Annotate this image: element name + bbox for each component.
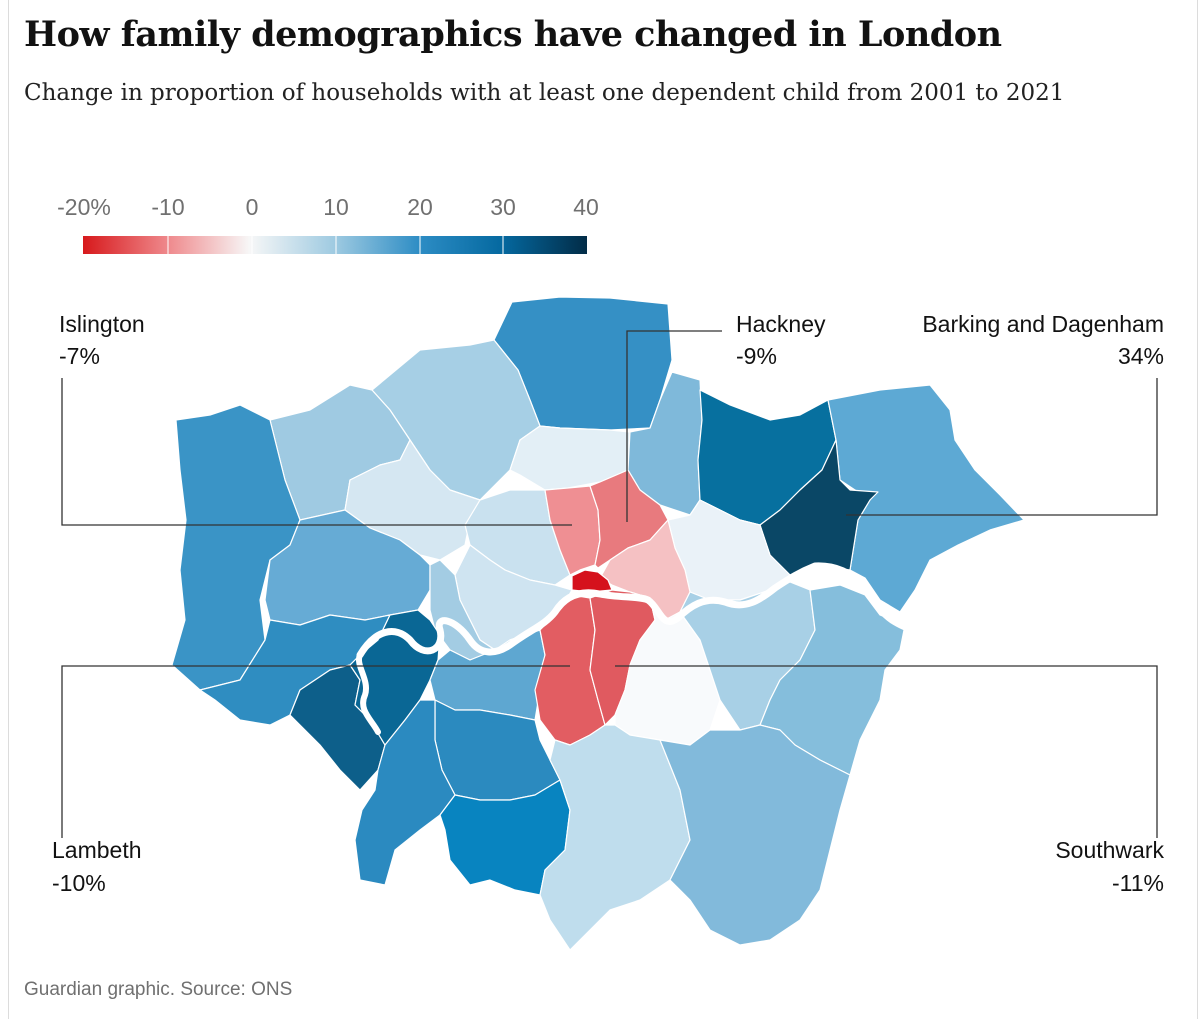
borough-hillingdon bbox=[171, 404, 301, 691]
frame-left-rule bbox=[8, 0, 9, 1019]
legend-gradient bbox=[83, 236, 587, 254]
callout-value-hackney: -9% bbox=[736, 343, 777, 369]
legend-tick-label: -20% bbox=[57, 194, 111, 220]
legend-tick-label: 40 bbox=[573, 194, 599, 220]
callout-value-islington: -7% bbox=[59, 343, 100, 369]
callout-line-hackney bbox=[626, 330, 722, 522]
borough-croydon bbox=[539, 724, 691, 951]
callout-name-southwark: Southwark bbox=[1055, 837, 1164, 863]
callout-value-lambeth: -10% bbox=[52, 870, 106, 896]
callout-name-hackney: Hackney bbox=[736, 311, 826, 337]
frame-right-rule bbox=[1197, 0, 1198, 1019]
legend-tick-label: 10 bbox=[323, 194, 349, 220]
callout-name-islington: Islington bbox=[59, 311, 145, 337]
river-thames-west bbox=[355, 652, 381, 735]
borough-kingston bbox=[354, 699, 456, 886]
callout-value-southwark: -11% bbox=[1112, 870, 1164, 896]
borough-city-of-london bbox=[571, 569, 613, 593]
callout-line-islington bbox=[61, 378, 572, 526]
london-boroughs bbox=[171, 296, 1025, 951]
callout-lines bbox=[61, 330, 1158, 838]
callout-value-barking-dagenham: 34% bbox=[1117, 343, 1164, 369]
callout-name-barking-dagenham: Barking and Dagenham bbox=[922, 311, 1164, 337]
legend-colorbar bbox=[83, 236, 587, 254]
legend-tick-label: -10 bbox=[151, 194, 185, 220]
chart-title: How family demographics have changed in … bbox=[24, 14, 1002, 55]
callout-line-barking bbox=[846, 378, 1158, 516]
callout-line-southwark bbox=[615, 665, 1158, 838]
legend-tick-label: 20 bbox=[407, 194, 433, 220]
callout-name-lambeth: Lambeth bbox=[52, 837, 142, 863]
legend-tick-label: 0 bbox=[245, 194, 259, 220]
borough-bromley bbox=[659, 724, 851, 946]
chart-subtitle: Change in proportion of households with … bbox=[24, 80, 1065, 106]
borough-haringey bbox=[509, 425, 631, 491]
legend-tick-label: 30 bbox=[490, 194, 516, 220]
callout-line-lambeth bbox=[61, 665, 570, 838]
source-note: Guardian graphic. Source: ONS bbox=[24, 979, 293, 1000]
river-thames bbox=[356, 562, 914, 659]
